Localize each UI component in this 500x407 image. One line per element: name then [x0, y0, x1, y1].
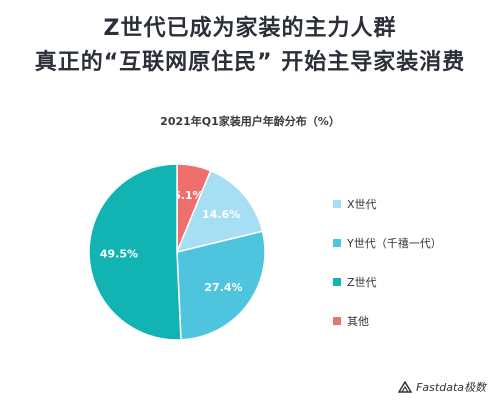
pie-slice-value-label: 27.4%	[204, 281, 242, 294]
headline-line-1: Z世代已成为家装的主力人群	[103, 16, 397, 41]
brand-watermark: Fastdata极数	[398, 379, 486, 395]
legend-item: X世代	[333, 196, 377, 212]
legend-swatch	[333, 317, 341, 325]
chart-title: 2021年Q1家装用户年龄分布（%）	[160, 115, 340, 128]
brand-logo-icon	[398, 381, 413, 393]
headline-line-2: 真正的“互联网原住民” 开始主导家装消费	[34, 50, 466, 75]
pie-slice	[88, 163, 182, 341]
pie-slice-value-label: 49.5%	[100, 247, 138, 260]
legend-item: Y世代（千禧一代）	[333, 235, 442, 251]
brand-text: Fastdata极数	[416, 381, 486, 394]
pie-slice-value-label: 14.6%	[202, 208, 240, 221]
legend-label: Y世代（千禧一代）	[347, 237, 442, 250]
legend-label: X世代	[347, 198, 377, 211]
legend-swatch	[333, 278, 341, 286]
pie-slice-value-label: 6.1%	[173, 189, 204, 202]
legend-label: 其他	[347, 315, 369, 328]
pie-slice	[175, 169, 264, 254]
pie-slice	[176, 230, 266, 341]
legend-item: 其他	[333, 313, 369, 329]
legend-item: Z世代	[333, 274, 377, 290]
legend-label: Z世代	[347, 276, 377, 289]
legend-swatch	[333, 239, 341, 247]
legend-swatch	[333, 200, 341, 208]
